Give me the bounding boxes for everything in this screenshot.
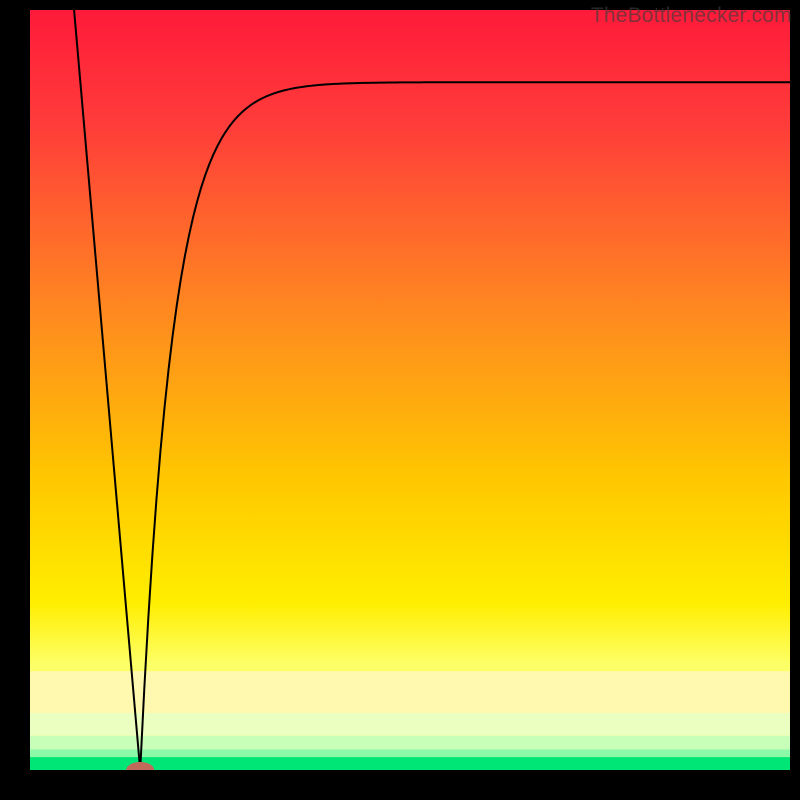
chart-svg: [0, 0, 800, 800]
watermark-text: TheBottlenecker.com: [591, 4, 792, 28]
plot-gradient-bg: [30, 10, 790, 770]
bottom-stripe-1: [30, 713, 790, 736]
bottom-stripe-2: [30, 736, 790, 750]
chart-canvas: TheBottlenecker.com: [0, 0, 800, 800]
bottom-stripe-3: [30, 749, 790, 757]
